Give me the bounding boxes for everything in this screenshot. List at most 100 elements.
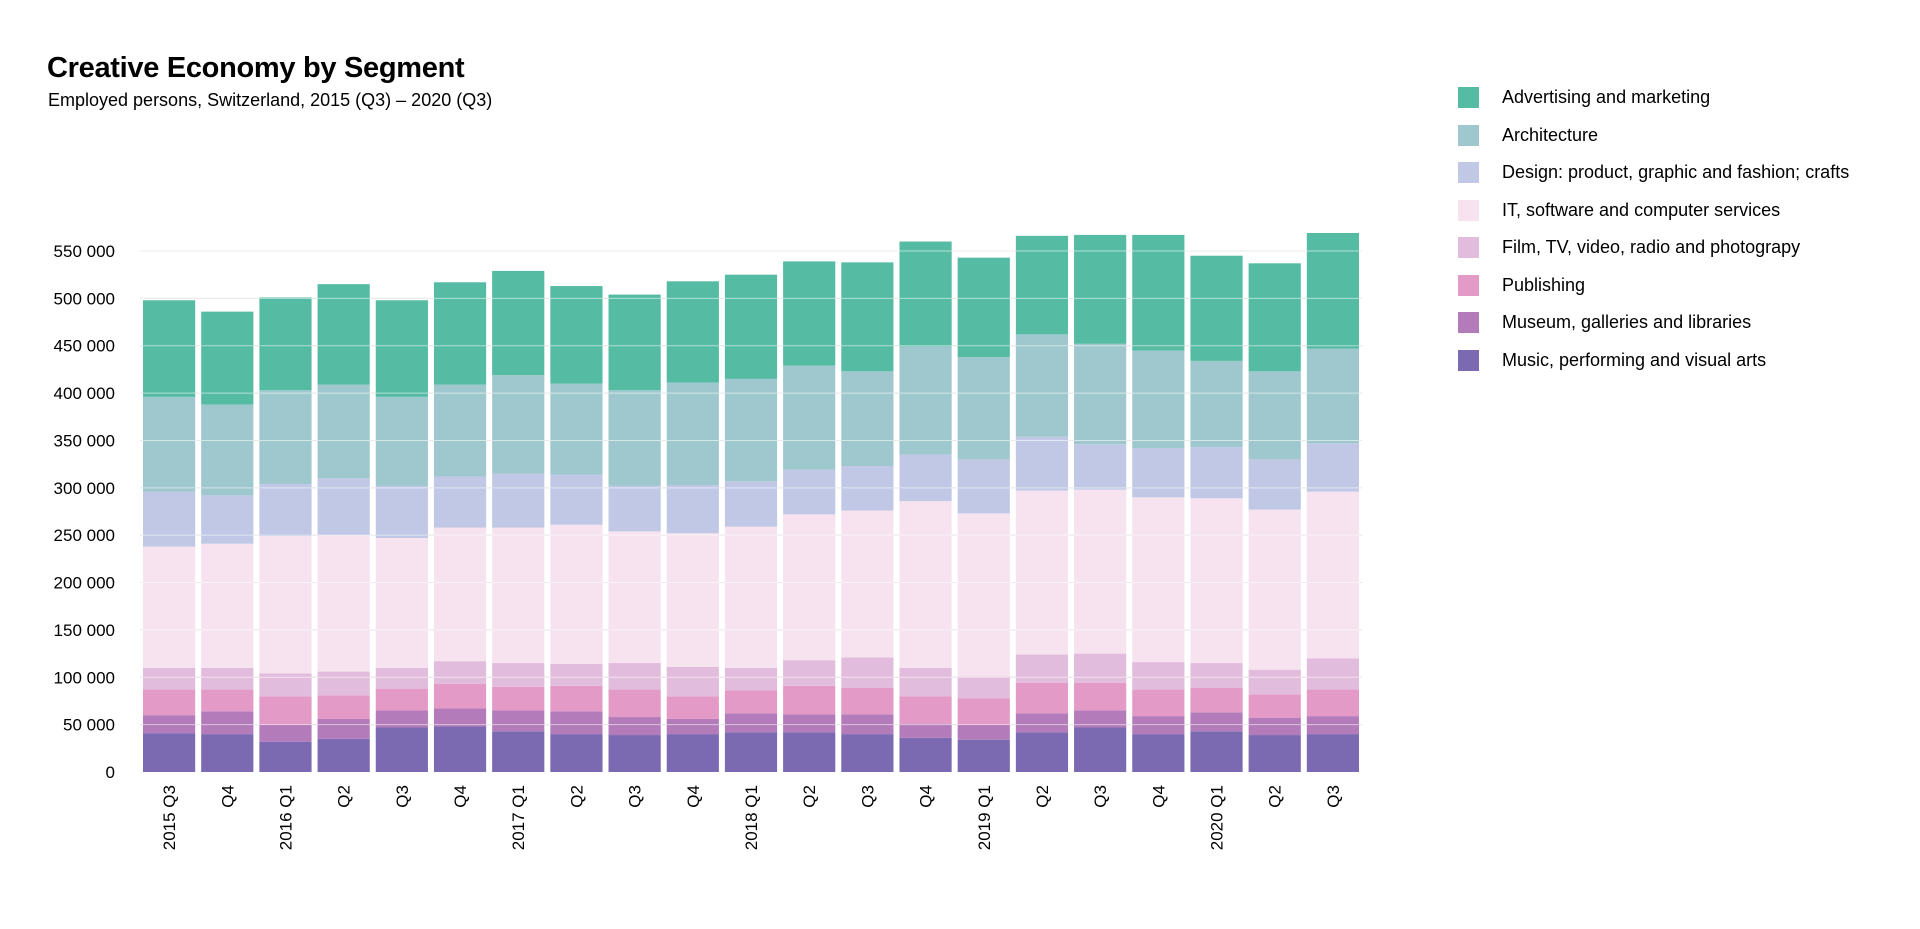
bar-segment[interactable]: 2017 Q1 — Museum, galleries and librarie…: [492, 710, 545, 732]
bar-segment[interactable]: 2018 Q1 — Design: product, graphic and f…: [724, 481, 778, 527]
bar-segment[interactable]: Q4 — Advertising and marketing: 108000: [433, 282, 487, 385]
bar-segment[interactable]: Q4 — Advertising and marketing: 122000: [1132, 234, 1185, 351]
bar-segment[interactable]: Q2 — Architecture: 96000: [550, 383, 603, 475]
bar-segment[interactable]: Q2 — Advertising and marketing: 110000: [783, 261, 836, 366]
bar-segment[interactable]: Q4 — IT, software and computer services:…: [201, 543, 254, 668]
bar-segment[interactable]: 2016 Q1 — Museum, galleries and librarie…: [259, 724, 312, 742]
bar-segment[interactable]: 2020 Q1 — Architecture: 91000: [1190, 360, 1243, 448]
bar-segment[interactable]: 2017 Q1 — Advertising and marketing: 110…: [492, 270, 545, 376]
bar-segment[interactable]: 2019 Q1 — Film, TV, video, radio and pho…: [957, 676, 1010, 699]
legend-item-design[interactable]: Design: product, graphic and fashion; cr…: [1458, 154, 1849, 192]
bar-segment[interactable]: Q4 — Museum, galleries and libraries: 16…: [666, 718, 719, 735]
bar-segment[interactable]: 2017 Q1 — Film, TV, video, radio and pho…: [492, 663, 545, 687]
bar-segment[interactable]: Q4 — Film, TV, video, radio and photogra…: [666, 666, 719, 697]
bar-segment[interactable]: Q2 — Design: product, graphic and fashio…: [1248, 459, 1301, 510]
bar-segment[interactable]: Q2 — Museum, galleries and libraries: 24…: [550, 711, 603, 735]
bar-segment[interactable]: Q2 — Music, performing and visual arts: …: [1248, 735, 1301, 772]
bar-segment[interactable]: 2020 Q1 — Advertising and marketing: 111…: [1190, 255, 1243, 361]
bar-segment[interactable]: Q3 — Film, TV, video, radio and photogra…: [1074, 653, 1127, 683]
bar-segment[interactable]: Q2 — Advertising and marketing: 106000: [317, 284, 370, 385]
bar-segment[interactable]: Q3 — Museum, galleries and libraries: 18…: [1074, 710, 1127, 728]
bar-segment[interactable]: Q3 — Music, performing and visual arts: …: [375, 727, 428, 772]
bar-segment[interactable]: 2017 Q1 — IT, software and computer serv…: [492, 527, 545, 664]
bar-segment[interactable]: Q4 — Design: product, graphic and fashio…: [433, 476, 487, 528]
bar-segment[interactable]: 2015 Q3 — Design: product, graphic and f…: [143, 491, 196, 547]
bar-segment[interactable]: Q2 — Film, TV, video, radio and photogra…: [783, 660, 836, 686]
legend-item-museum[interactable]: Museum, galleries and libraries: [1458, 304, 1849, 342]
bar-segment[interactable]: Q4 — Music, performing and visual arts: …: [899, 737, 952, 772]
bar-segment[interactable]: Q3 — Architecture: 101000: [608, 390, 661, 486]
bar-segment[interactable]: 2015 Q3 — IT, software and computer serv…: [143, 546, 196, 668]
bar-segment[interactable]: 2020 Q1 — Museum, galleries and librarie…: [1190, 712, 1243, 732]
bar-segment[interactable]: 2017 Q1 — Music, performing and visual a…: [492, 731, 545, 772]
bar-segment[interactable]: 2018 Q1 — Architecture: 108000: [724, 378, 778, 482]
bar-segment[interactable]: Q4 — Film, TV, video, radio and photogra…: [899, 667, 952, 697]
bar-segment[interactable]: 2019 Q1 — Design: product, graphic and f…: [957, 459, 1010, 514]
legend-item-publishing[interactable]: Publishing: [1458, 267, 1849, 305]
bar-segment[interactable]: Q3 — Advertising and marketing: 101000: [608, 294, 661, 391]
bar-segment[interactable]: Q3 — Architecture: 94000: [375, 396, 428, 486]
bar-segment[interactable]: Q3 — Publishing: 29000: [608, 689, 661, 718]
bar-segment[interactable]: Q2 — Film, TV, video, radio and photogra…: [550, 664, 603, 686]
bar-segment[interactable]: Q2 — IT, software and computer services:…: [1248, 509, 1301, 670]
bar-segment[interactable]: Q4 — Architecture: 103000: [1132, 350, 1185, 449]
bar-segment[interactable]: Q3 — Music, performing and visual arts: …: [841, 734, 894, 772]
bar-segment[interactable]: 2018 Q1 — Publishing: 24000: [724, 690, 778, 714]
bar-segment[interactable]: Q3 — Design: product, graphic and fashio…: [608, 485, 661, 532]
bar-segment[interactable]: Q2 — Architecture: 93000: [1248, 371, 1301, 460]
bar-segment[interactable]: Q4 — Advertising and marketing: 111000: [899, 241, 952, 347]
bar-segment[interactable]: 2016 Q1 — Film, TV, video, radio and pho…: [259, 673, 312, 697]
bar-segment[interactable]: Q2 — Design: product, graphic and fashio…: [317, 478, 370, 536]
bar-segment[interactable]: Q3 — Advertising and marketing: 115000: [1074, 234, 1127, 344]
legend-item-advertising[interactable]: Advertising and marketing: [1458, 79, 1849, 117]
bar-segment[interactable]: Q3 — Publishing: 29000: [1074, 682, 1127, 711]
bar-segment[interactable]: Q2 — Film, TV, video, radio and photogra…: [1248, 669, 1301, 695]
bar-segment[interactable]: Q2 — IT, software and computer services:…: [783, 514, 836, 661]
bar-segment[interactable]: Q4 — Design: product, graphic and fashio…: [666, 484, 719, 534]
bar-segment[interactable]: Q4 — Publishing: 26000: [433, 683, 487, 709]
bar-segment[interactable]: Q3 — Film, TV, video, radio and photogra…: [1306, 658, 1359, 690]
bar-segment[interactable]: Q4 — Film, TV, video, radio and photogra…: [201, 667, 254, 690]
bar-segment[interactable]: Q2 — Architecture: 110000: [783, 365, 836, 470]
bar-segment[interactable]: Q4 — Music, performing and visual arts: …: [666, 734, 719, 772]
bar-segment[interactable]: Q4 — Advertising and marketing: 107000: [666, 281, 719, 383]
bar-segment[interactable]: Q4 — Publishing: 29000: [899, 696, 952, 724]
bar-segment[interactable]: 2019 Q1 — Publishing: 28000: [957, 698, 1010, 725]
bar-segment[interactable]: Q2 — Museum, galleries and libraries: 18…: [1248, 718, 1301, 736]
bar-segment[interactable]: 2020 Q1 — IT, software and computer serv…: [1190, 498, 1243, 664]
bar-segment[interactable]: Q3 — Music, performing and visual arts: …: [1306, 734, 1359, 772]
bar-segment[interactable]: Q2 — Music, performing and visual arts: …: [550, 734, 603, 772]
bar-segment[interactable]: Q2 — Architecture: 108000: [1015, 334, 1069, 437]
bar-segment[interactable]: Q4 — Film, TV, video, radio and photogra…: [433, 661, 487, 684]
bar-segment[interactable]: 2020 Q1 — Publishing: 26000: [1190, 687, 1243, 713]
bar-segment[interactable]: Q2 — Music, performing and visual arts: …: [1015, 732, 1069, 772]
bar-segment[interactable]: Q2 — Publishing: 32000: [1015, 682, 1069, 714]
bar-segment[interactable]: Q2 — Advertising and marketing: 104000: [1015, 235, 1069, 335]
bar-segment[interactable]: 2020 Q1 — Film, TV, video, radio and pho…: [1190, 663, 1243, 688]
bar-segment[interactable]: Q2 — Design: product, graphic and fashio…: [550, 474, 603, 525]
bar-segment[interactable]: 2015 Q3 — Film, TV, video, radio and pho…: [143, 667, 196, 690]
bar-segment[interactable]: Q2 — Advertising and marketing: 114000: [1248, 263, 1301, 372]
bar-segment[interactable]: Q2 — Music, performing and visual arts: …: [317, 738, 370, 772]
bar-segment[interactable]: Q3 — IT, software and computer services:…: [1306, 491, 1359, 659]
bar-segment[interactable]: Q4 — Architecture: 96000: [201, 404, 254, 496]
bar-segment[interactable]: Q3 — IT, software and computer services:…: [375, 538, 428, 668]
bar-segment[interactable]: Q2 — Film, TV, video, radio and photogra…: [1015, 654, 1069, 683]
bar-segment[interactable]: Q2 — Architecture: 99000: [317, 384, 370, 479]
bar-segment[interactable]: Q3 — IT, software and computer services:…: [1074, 489, 1127, 654]
bar-segment[interactable]: Q3 — Advertising and marketing: 115000: [841, 262, 894, 372]
bar-segment[interactable]: Q4 — Architecture: 108000: [666, 382, 719, 485]
legend-item-film-tv[interactable]: Film, TV, video, radio and photograpy: [1458, 229, 1849, 267]
bar-segment[interactable]: 2018 Q1 — IT, software and computer serv…: [724, 526, 778, 668]
bar-segment[interactable]: Q4 — Film, TV, video, radio and photogra…: [1132, 662, 1185, 690]
bar-segment[interactable]: Q3 — Architecture: 106000: [1074, 343, 1127, 445]
bar-segment[interactable]: 2019 Q1 — Advertising and marketing: 105…: [957, 257, 1010, 358]
bar-segment[interactable]: Q2 — IT, software and computer services:…: [317, 535, 370, 672]
bar-segment[interactable]: Q3 — Publishing: 28000: [841, 687, 894, 715]
